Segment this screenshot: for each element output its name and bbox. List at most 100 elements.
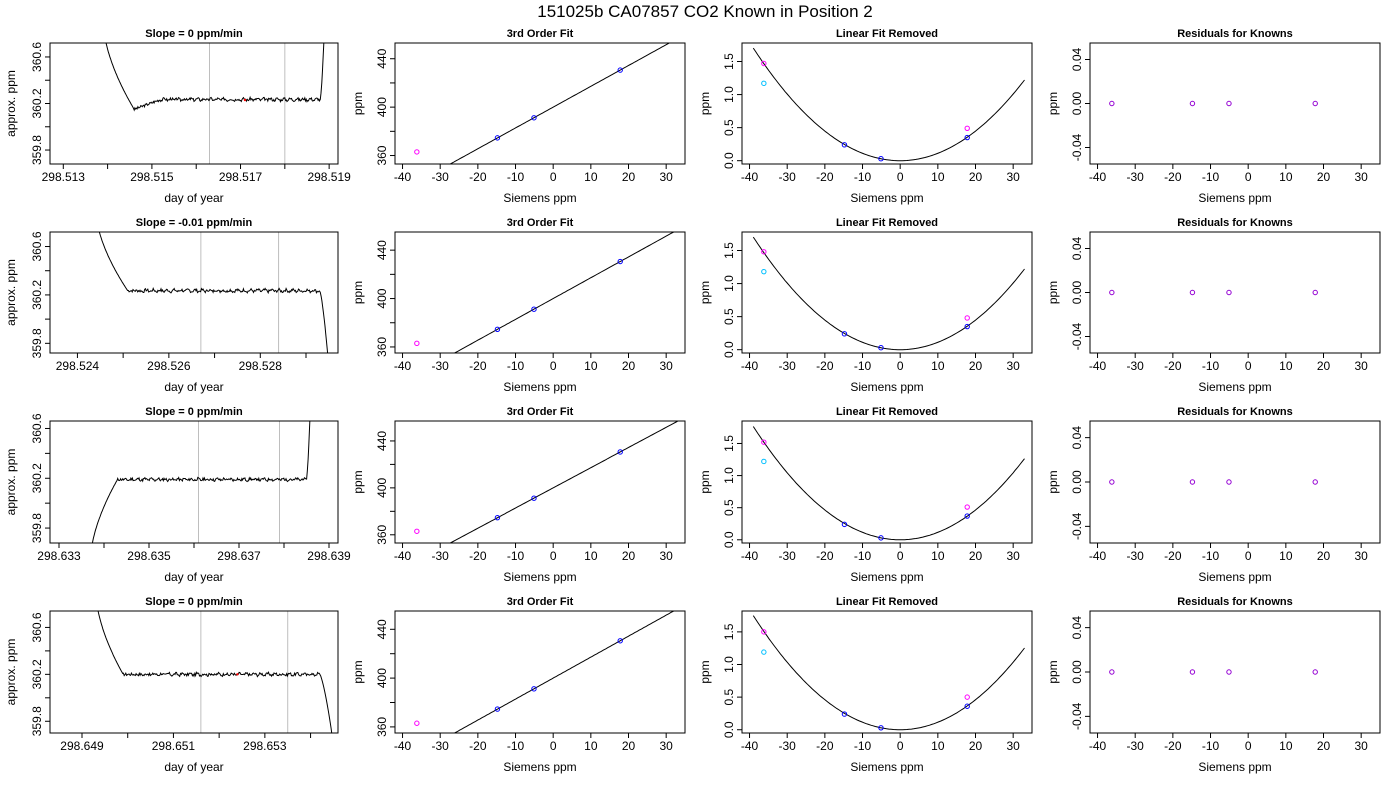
y-tick-label: 1.5: [722, 53, 736, 70]
data-point: [761, 80, 767, 87]
y-axis-label: ppm: [698, 92, 712, 115]
y-tick-label: 1.5: [722, 435, 736, 452]
data-point: [761, 268, 767, 275]
x-tick-label: -20: [469, 739, 487, 753]
x-axis-label: Siemens ppm: [1198, 191, 1271, 205]
x-tick-label: -40: [741, 170, 759, 184]
x-tick-label: 298.633: [37, 549, 81, 563]
x-tick-label: 20: [969, 549, 983, 563]
x-tick-label: -10: [854, 549, 872, 563]
x-tick-label: 20: [969, 739, 983, 753]
y-axis-label: approx. ppm: [4, 449, 18, 516]
x-tick-label: 0: [1245, 549, 1252, 563]
x-tick-label: -40: [741, 739, 759, 753]
data-point: [414, 149, 420, 155]
y-tick-label: 440: [375, 619, 389, 639]
plot-area: [1109, 289, 1318, 296]
y-tick-label: 0.04: [1070, 236, 1084, 260]
y-tick-label: -0.04: [1070, 702, 1084, 730]
plot-area: [1109, 100, 1318, 107]
data-point: [1226, 289, 1232, 296]
panel-title: 3rd Order Fit: [507, 596, 574, 608]
y-tick-label: 360: [375, 524, 389, 544]
data-point: [964, 504, 970, 510]
y-tick-label: 360: [375, 337, 389, 357]
y-tick-label: -0.04: [1070, 323, 1084, 351]
x-tick-label: 10: [584, 170, 598, 184]
y-tick-label: 360.2: [30, 280, 44, 310]
x-axis-label: Siemens ppm: [850, 191, 923, 205]
x-tick-label: 298.517: [219, 170, 263, 184]
data-point: [494, 326, 501, 332]
panel-title: Residuals for Knowns: [1177, 406, 1293, 418]
y-tick-label: 360.6: [30, 42, 44, 72]
plot-area: [752, 615, 1025, 731]
x-tick-label: 10: [1279, 549, 1293, 563]
y-tick-label: 0.04: [1070, 426, 1084, 450]
series-trace: [98, 232, 329, 353]
panel-1-0: Slope = -0.01 ppm/min 298.524 298.526 298.5…: [4, 217, 339, 394]
data-point: [1109, 100, 1115, 107]
data-marker: [243, 98, 247, 102]
y-axis-label: ppm: [1046, 281, 1060, 304]
series-trace: [105, 43, 325, 112]
y-tick-label: 0.5: [722, 308, 736, 325]
x-tick-label: 0: [550, 170, 557, 184]
plot-frame: [1089, 42, 1381, 165]
y-tick-label: 0.5: [722, 688, 736, 705]
panel-2-3: Residuals for Knowns -40 -30 -20 -10 0 10 20 30 -…: [1046, 406, 1381, 584]
x-tick-label: 0: [1245, 739, 1252, 753]
x-axis-label: day of year: [164, 570, 223, 584]
plot-frame: [741, 610, 1033, 734]
data-point: [617, 258, 623, 265]
panel-title: 3rd Order Fit: [507, 406, 574, 418]
fit-curve: [752, 236, 1025, 351]
data-point: [531, 686, 537, 692]
y-tick-label: 0.5: [722, 119, 736, 136]
data-point: [964, 125, 970, 131]
data-point: [964, 694, 970, 700]
x-axis-label: Siemens ppm: [503, 380, 576, 394]
y-tick-label: 360: [375, 717, 389, 737]
panel-0-1: 3rd Order Fit -40 -30 -20 -10 0 10 20 30 360 400 44…: [351, 28, 686, 205]
fit-curve: [449, 43, 671, 164]
plot-frame: [394, 231, 686, 354]
x-tick-label: 298.513: [42, 170, 86, 184]
y-tick-label: 360: [375, 145, 389, 165]
y-tick-label: 0.0: [722, 152, 736, 169]
x-tick-label: 10: [931, 739, 945, 753]
fit-curve: [752, 615, 1025, 731]
x-tick-label: 20: [1317, 739, 1331, 753]
plot-frame: [741, 42, 1033, 165]
plot-area: [105, 43, 325, 164]
data-point: [964, 513, 970, 519]
y-axis-label: approx. ppm: [4, 639, 18, 706]
panel-0-3: Residuals for Knowns -40 -30 -20 -10 0 10 20 30 -…: [1046, 28, 1381, 205]
y-tick-label: 360.2: [30, 88, 44, 118]
x-tick-label: 20: [969, 359, 983, 373]
y-tick-label: 1.0: [722, 656, 736, 673]
x-tick-label: -10: [1202, 549, 1220, 563]
fit-curve: [752, 47, 1025, 162]
x-tick-label: -20: [1164, 739, 1182, 753]
panel-title: Linear Fit Removed: [836, 217, 938, 229]
panel-title: Slope = 0 ppm/min: [145, 28, 243, 40]
y-tick-label: 400: [375, 288, 389, 308]
series-trace: [91, 421, 311, 543]
x-tick-label: -10: [1202, 359, 1220, 373]
panel-1-3: Residuals for Knowns -40 -30 -20 -10 0 10 20 30 -…: [1046, 217, 1381, 394]
x-tick-label: 0: [897, 739, 904, 753]
x-tick-label: 10: [1279, 170, 1293, 184]
y-tick-label: 360.2: [30, 463, 44, 493]
panel-title: Linear Fit Removed: [836, 406, 938, 418]
x-tick-label: 30: [659, 170, 673, 184]
data-point: [531, 115, 537, 121]
x-tick-label: -40: [1089, 359, 1107, 373]
panel-title: Linear Fit Removed: [836, 596, 938, 608]
x-tick-label: 0: [550, 359, 557, 373]
plot-frame: [49, 231, 339, 354]
x-tick-label: -20: [816, 549, 834, 563]
x-tick-label: -20: [1164, 359, 1182, 373]
plot-frame: [741, 231, 1033, 354]
fit-curve: [752, 426, 1025, 541]
